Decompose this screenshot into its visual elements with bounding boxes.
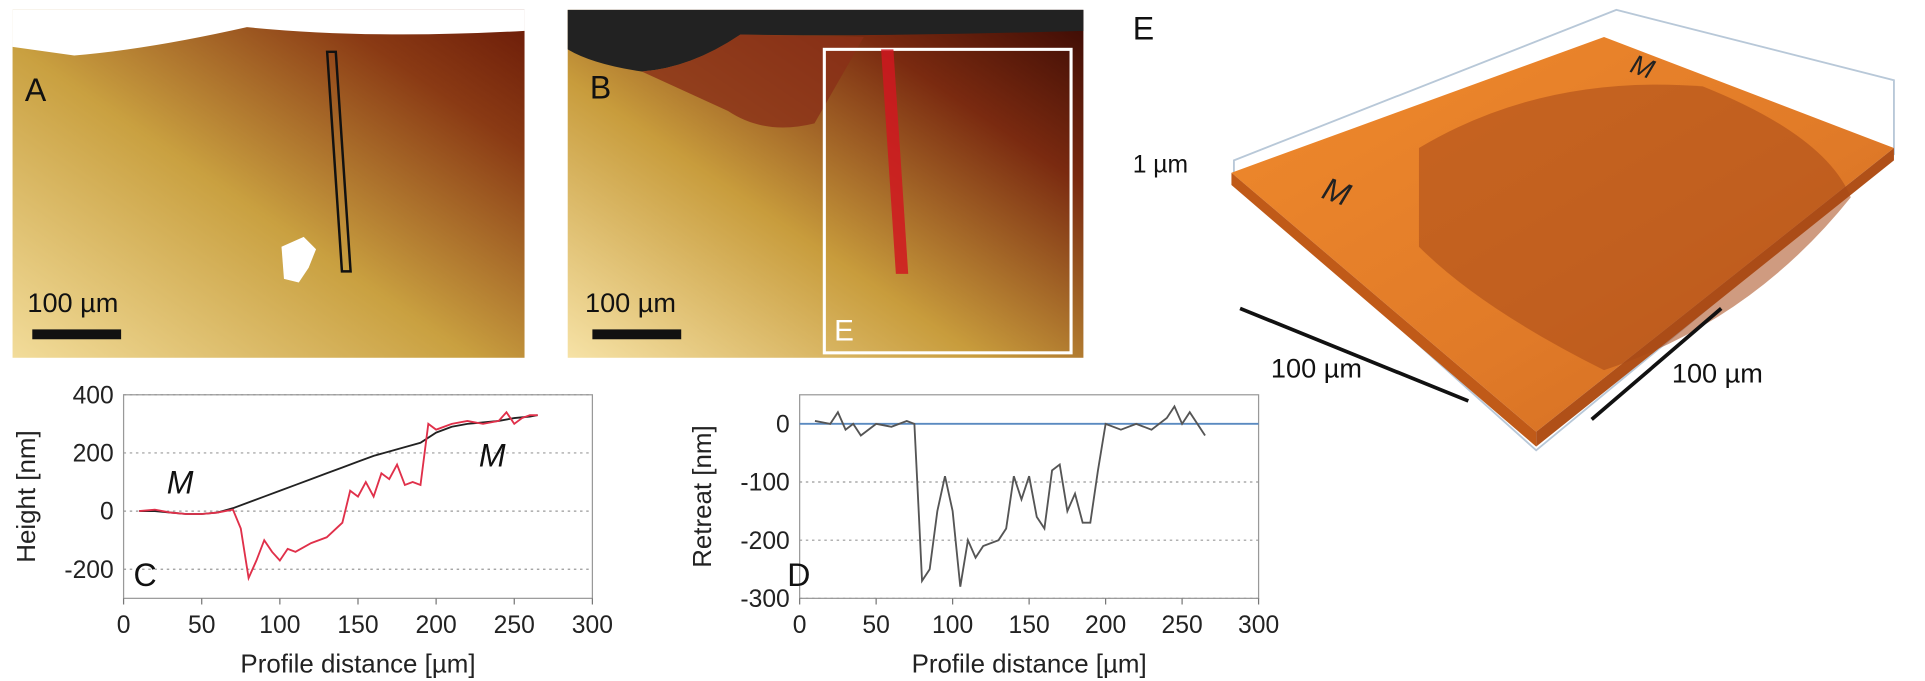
axis-tick bbox=[1590, 307, 1723, 421]
inset-box bbox=[822, 47, 1073, 355]
y-tick-label: 200 bbox=[73, 441, 114, 468]
x-tick-label: 200 bbox=[1085, 612, 1126, 639]
y-tick-label: -200 bbox=[64, 557, 113, 584]
x-tick-label: 250 bbox=[1162, 612, 1203, 639]
edge bbox=[12, 9, 525, 56]
x-tick-label: 0 bbox=[793, 612, 807, 639]
edge bbox=[567, 9, 1084, 72]
panel-label: B bbox=[590, 70, 611, 106]
scale-bar bbox=[32, 329, 122, 340]
annotation: M bbox=[167, 464, 194, 500]
x-tick-label: 150 bbox=[337, 612, 378, 639]
surface-side bbox=[1231, 172, 1537, 447]
scale-label: 100 µm bbox=[27, 287, 118, 318]
profile-line bbox=[881, 49, 909, 274]
x-tick-label: 50 bbox=[188, 612, 215, 639]
panel-e: E 1 µm 100 µm 100 µm M M bbox=[1133, 8, 1895, 452]
x-tick-label: 200 bbox=[416, 612, 457, 639]
y-axis-label: Height [nm] bbox=[13, 430, 41, 562]
x-axis-label: Profile distance [µm] bbox=[912, 650, 1147, 678]
afm-image bbox=[12, 9, 525, 358]
x-tick-label: 300 bbox=[1238, 612, 1279, 639]
x-tick-label: 150 bbox=[1009, 612, 1050, 639]
z-scale: 1 µm bbox=[1133, 152, 1188, 179]
y-scale: 100 µm bbox=[1672, 357, 1763, 388]
x-axis-label: Profile distance [µm] bbox=[240, 650, 475, 678]
annotation: M bbox=[479, 437, 506, 473]
scale-bar bbox=[592, 329, 682, 340]
chart: -300 -200 -100 0 0 50 100 150 200 250 300 Profile d… bbox=[689, 394, 1279, 678]
y-tick-label: -100 bbox=[740, 470, 789, 497]
line bbox=[139, 410, 538, 582]
x-tick-label: 0 bbox=[117, 612, 131, 639]
panel-label: A bbox=[25, 72, 47, 108]
y-tick-label: -300 bbox=[740, 586, 789, 613]
y-axis-label: Retreat [nm] bbox=[689, 425, 717, 567]
line bbox=[814, 404, 1206, 587]
panel-label: E bbox=[1133, 10, 1154, 46]
profile-line bbox=[325, 50, 352, 273]
x-tick-label: 300 bbox=[572, 612, 613, 639]
panel-label: D bbox=[787, 557, 810, 593]
y-tick-label: 0 bbox=[100, 499, 114, 526]
retreat-area bbox=[641, 34, 864, 128]
x-tick-label: 100 bbox=[259, 612, 300, 639]
y-tick-label: 0 bbox=[776, 411, 790, 438]
y-tick-label: -200 bbox=[740, 528, 789, 555]
panel-label: C bbox=[133, 557, 156, 593]
x-tick-label: 250 bbox=[494, 612, 535, 639]
y-tick-label: 400 bbox=[73, 382, 114, 409]
inset-label: E bbox=[834, 315, 854, 348]
blob bbox=[281, 236, 317, 283]
x-scale: 100 µm bbox=[1271, 353, 1362, 384]
chart: -200 0 200 400 0 50 100 150 200 250 300 Profile dis… bbox=[13, 382, 613, 678]
panel-b: B E 100 µm bbox=[567, 9, 1084, 358]
axis-tick bbox=[1239, 306, 1470, 403]
x-tick-label: 100 bbox=[932, 612, 973, 639]
scale-label: 100 µm bbox=[585, 287, 676, 318]
panel-a: A 100 µm bbox=[12, 9, 525, 358]
x-tick-label: 50 bbox=[862, 612, 889, 639]
plot-area bbox=[799, 394, 1260, 599]
rough-area bbox=[1418, 84, 1851, 371]
